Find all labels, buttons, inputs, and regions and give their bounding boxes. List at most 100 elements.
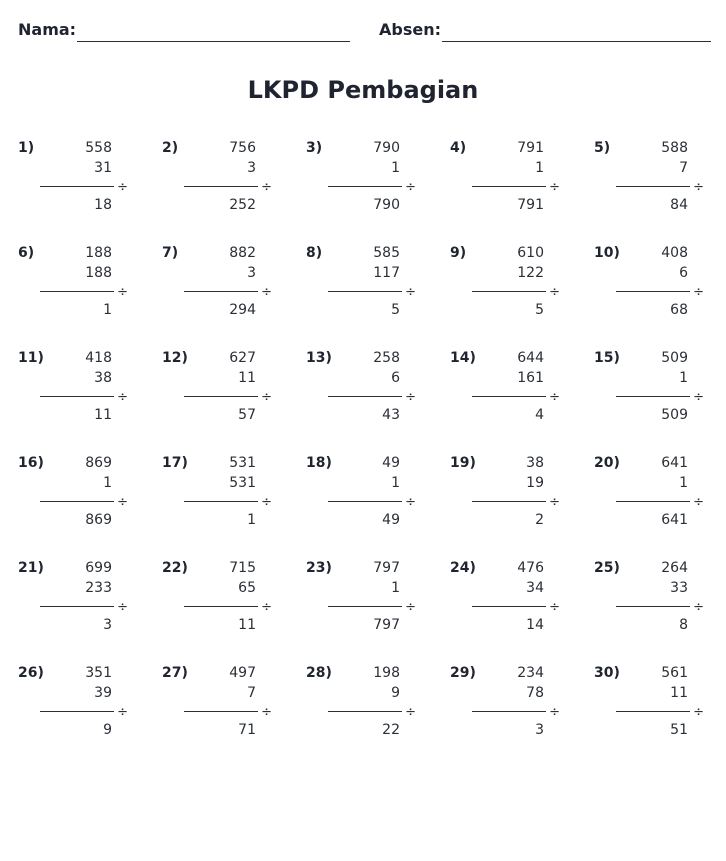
problem-number: 19) bbox=[450, 455, 476, 471]
divisor: 117 bbox=[373, 265, 400, 281]
divisor: 9 bbox=[391, 685, 400, 701]
dividend: 408 bbox=[661, 245, 688, 261]
answer-line bbox=[40, 711, 114, 712]
divide-sign: ÷ bbox=[261, 600, 272, 615]
answer: 18 bbox=[94, 197, 112, 213]
answer: 5 bbox=[535, 302, 544, 318]
answer: 11 bbox=[94, 407, 112, 423]
division-problem: 26) 351 39 ÷ 9 bbox=[18, 665, 158, 755]
answer: 790 bbox=[373, 197, 400, 213]
division-problem: 12) 627 11 ÷ 57 bbox=[162, 350, 302, 440]
problem-number: 9) bbox=[450, 245, 467, 261]
dividend: 585 bbox=[373, 245, 400, 261]
division-problem: 17) 531 531 ÷ 1 bbox=[162, 455, 302, 545]
problem-number: 21) bbox=[18, 560, 44, 576]
answer-line bbox=[472, 186, 546, 187]
answer: 797 bbox=[373, 617, 400, 633]
divisor: 65 bbox=[238, 580, 256, 596]
answer-line bbox=[472, 501, 546, 502]
division-problem: 21) 699 233 ÷ 3 bbox=[18, 560, 158, 650]
divisor: 1 bbox=[679, 475, 688, 491]
answer-line bbox=[40, 291, 114, 292]
problem-number: 25) bbox=[594, 560, 620, 576]
answer-line bbox=[40, 501, 114, 502]
name-label: Nama: bbox=[18, 20, 77, 39]
problem-number: 10) bbox=[594, 245, 620, 261]
dividend: 715 bbox=[229, 560, 256, 576]
answer-line bbox=[616, 291, 690, 292]
name-blank-line[interactable] bbox=[77, 41, 350, 42]
problem-number: 22) bbox=[162, 560, 188, 576]
dividend: 699 bbox=[85, 560, 112, 576]
answer: 51 bbox=[670, 722, 688, 738]
division-problem: 29) 234 78 ÷ 3 bbox=[450, 665, 590, 755]
answer-line bbox=[40, 396, 114, 397]
answer: 294 bbox=[229, 302, 256, 318]
division-problem: 5) 588 7 ÷ 84 bbox=[594, 140, 726, 230]
problem-number: 3) bbox=[306, 140, 323, 156]
answer: 57 bbox=[238, 407, 256, 423]
answer-line bbox=[472, 291, 546, 292]
divide-sign: ÷ bbox=[117, 495, 128, 510]
dividend: 588 bbox=[661, 140, 688, 156]
answer: 1 bbox=[103, 302, 112, 318]
answer-line bbox=[184, 711, 258, 712]
dividend: 418 bbox=[85, 350, 112, 366]
problem-number: 14) bbox=[450, 350, 476, 366]
answer: 3 bbox=[535, 722, 544, 738]
division-problem: 19) 38 19 ÷ 2 bbox=[450, 455, 590, 545]
problem-number: 2) bbox=[162, 140, 179, 156]
answer-line bbox=[472, 711, 546, 712]
divisor: 39 bbox=[94, 685, 112, 701]
division-problem: 30) 561 11 ÷ 51 bbox=[594, 665, 726, 755]
answer: 11 bbox=[238, 617, 256, 633]
problem-number: 4) bbox=[450, 140, 467, 156]
dividend: 797 bbox=[373, 560, 400, 576]
answer-line bbox=[472, 396, 546, 397]
answer: 4 bbox=[535, 407, 544, 423]
divide-sign: ÷ bbox=[261, 705, 272, 720]
division-problem: 11) 418 38 ÷ 11 bbox=[18, 350, 158, 440]
dividend: 644 bbox=[517, 350, 544, 366]
worksheet-header: Nama: Absen: bbox=[18, 20, 712, 44]
divisor: 1 bbox=[679, 370, 688, 386]
answer: 49 bbox=[382, 512, 400, 528]
answer-line bbox=[616, 606, 690, 607]
dividend: 198 bbox=[373, 665, 400, 681]
divisor: 7 bbox=[247, 685, 256, 701]
problem-number: 27) bbox=[162, 665, 188, 681]
divisor: 161 bbox=[517, 370, 544, 386]
divide-sign: ÷ bbox=[405, 180, 416, 195]
problem-number: 13) bbox=[306, 350, 332, 366]
divide-sign: ÷ bbox=[405, 705, 416, 720]
divide-sign: ÷ bbox=[117, 705, 128, 720]
division-problem: 27) 497 7 ÷ 71 bbox=[162, 665, 302, 755]
answer: 9 bbox=[103, 722, 112, 738]
answer-line bbox=[328, 396, 402, 397]
problem-number: 29) bbox=[450, 665, 476, 681]
problem-number: 1) bbox=[18, 140, 35, 156]
divisor: 3 bbox=[247, 265, 256, 281]
divisor: 78 bbox=[526, 685, 544, 701]
answer: 791 bbox=[517, 197, 544, 213]
divide-sign: ÷ bbox=[261, 180, 272, 195]
answer-line bbox=[184, 291, 258, 292]
divide-sign: ÷ bbox=[117, 285, 128, 300]
divide-sign: ÷ bbox=[117, 600, 128, 615]
divisor: 188 bbox=[85, 265, 112, 281]
worksheet-title: LKPD Pembagian bbox=[247, 76, 479, 104]
answer: 3 bbox=[103, 617, 112, 633]
divisor: 11 bbox=[670, 685, 688, 701]
problem-number: 12) bbox=[162, 350, 188, 366]
absen-blank-line[interactable] bbox=[442, 41, 711, 42]
divide-sign: ÷ bbox=[693, 285, 704, 300]
answer: 84 bbox=[670, 197, 688, 213]
division-problem: 6) 188 188 ÷ 1 bbox=[18, 245, 158, 335]
division-problem: 16) 869 1 ÷ 869 bbox=[18, 455, 158, 545]
divisor: 6 bbox=[391, 370, 400, 386]
dividend: 509 bbox=[661, 350, 688, 366]
division-problem: 2) 756 3 ÷ 252 bbox=[162, 140, 302, 230]
problem-number: 20) bbox=[594, 455, 620, 471]
problem-number: 24) bbox=[450, 560, 476, 576]
problem-number: 8) bbox=[306, 245, 323, 261]
